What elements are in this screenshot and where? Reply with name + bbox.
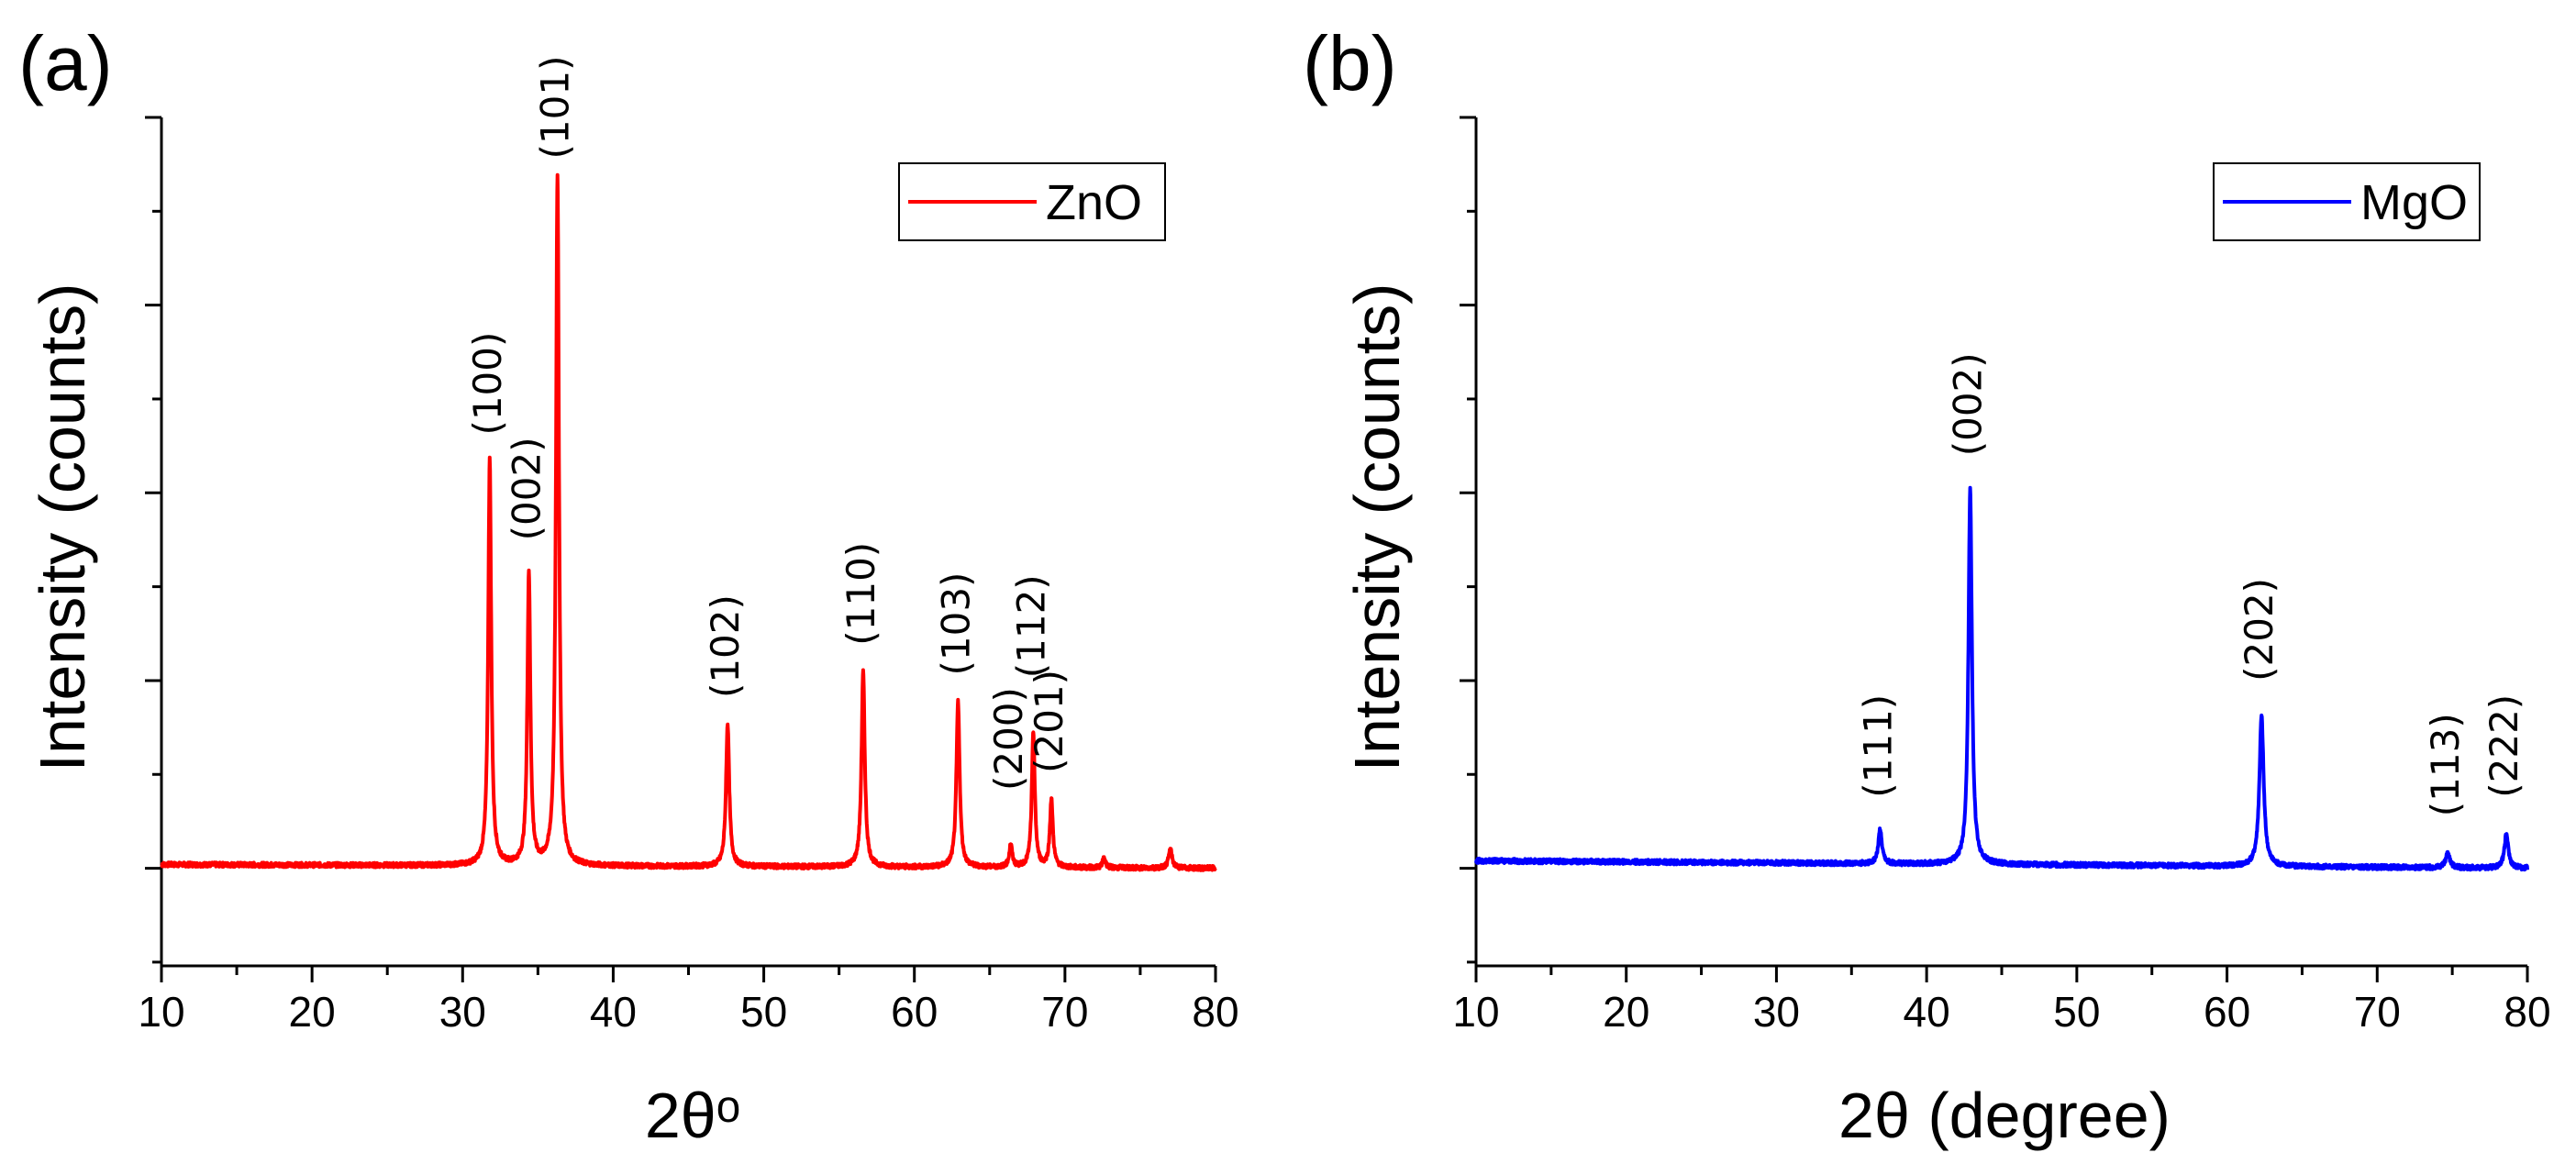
- x-tick-label-a: 50: [740, 988, 787, 1036]
- x-tick-label-b: 70: [2354, 988, 2401, 1036]
- peak-label: (100): [465, 332, 510, 436]
- x-tick-label-b: 20: [1603, 988, 1649, 1036]
- series-line-zno: [160, 172, 1217, 872]
- peak-label: (201): [1027, 670, 1071, 773]
- x-tick-label-a: 40: [590, 988, 637, 1036]
- x-tick-label-a: 20: [289, 988, 336, 1036]
- x-tick-label-a: 70: [1041, 988, 1088, 1036]
- peak-label: (113): [2423, 713, 2468, 816]
- peak-label: (002): [1946, 352, 1991, 456]
- panel-a: (a) Intensity (counts) 2θᵒ 10 20 30 40 50 60 7…: [18, 20, 1239, 1151]
- peak-label: (200): [986, 687, 1031, 791]
- x-axis-title-a: 2θᵒ: [645, 1080, 740, 1151]
- plot-area-b: 10 20 30 40 50 60 70 80 (111) (002) (202) (113) (222…: [1452, 116, 2551, 1036]
- legend-label: ZnO: [1046, 175, 1142, 230]
- peak-label: (112): [1008, 574, 1053, 678]
- panel-b: (b) Intensity (counts) 2θ (degree) 10 20 3…: [1303, 20, 2551, 1151]
- peak-label: (102): [703, 594, 748, 698]
- x-tick-label-b: 60: [2204, 988, 2250, 1036]
- panel-label-a: (a): [18, 20, 113, 106]
- peak-label: (002): [505, 437, 550, 540]
- peak-label: (110): [838, 542, 883, 646]
- legend-b: MgO: [2213, 162, 2481, 241]
- x-tick-label-b: 50: [2053, 988, 2100, 1036]
- x-tick-label-b: 80: [2504, 988, 2550, 1036]
- x-tick-label-b: 30: [1753, 988, 1800, 1036]
- peak-label: (103): [933, 572, 978, 676]
- x-tick-label-a: 60: [891, 988, 938, 1036]
- peak-label: (101): [533, 56, 578, 160]
- x-tick-label-a: 80: [1192, 988, 1238, 1036]
- peak-label: (202): [2237, 578, 2282, 682]
- panel-label-b: (b): [1303, 20, 1397, 106]
- x-tick-label-b: 40: [1904, 988, 1950, 1036]
- x-tick-label-b: 10: [1452, 988, 1499, 1036]
- x-tick-label-a: 30: [439, 988, 486, 1036]
- peak-label: (111): [1855, 694, 1900, 798]
- y-axis-title-b: Intensity (counts): [1341, 283, 1413, 772]
- peak-label: (222): [2482, 694, 2526, 798]
- y-axis-title-a: Intensity (counts): [27, 283, 98, 772]
- x-tick-label-a: 10: [138, 988, 184, 1036]
- legend-a: ZnO: [898, 162, 1166, 241]
- x-axis-title-b: 2θ (degree): [1838, 1080, 2171, 1151]
- plot-area-a: 10 20 30 40 50 60 70 80 (100)(002) (101) (102) (110…: [138, 56, 1238, 1036]
- legend-label: MgO: [2360, 175, 2468, 230]
- series-line-mgo: [1474, 485, 2529, 872]
